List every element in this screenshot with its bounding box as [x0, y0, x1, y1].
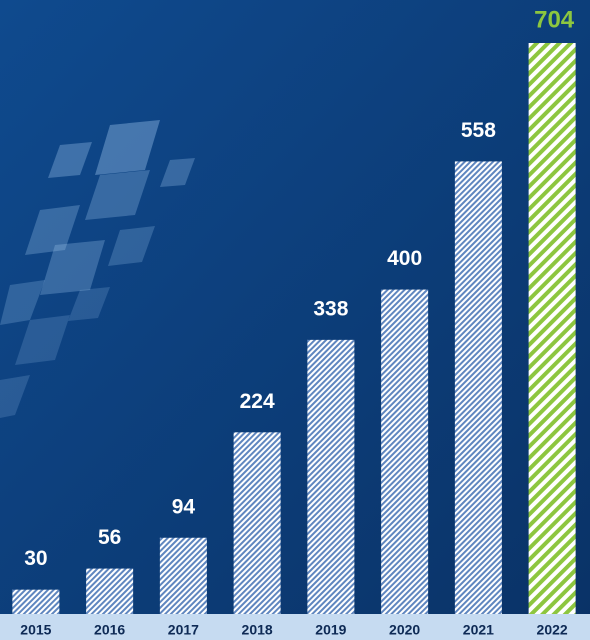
bar: [307, 339, 355, 614]
value-label: 400: [387, 247, 422, 270]
x-tick-label: 2020: [389, 622, 420, 638]
x-tick-label: 2015: [20, 622, 51, 638]
bar: [528, 43, 576, 614]
value-label: 704: [534, 6, 575, 33]
value-label: 94: [172, 495, 196, 518]
bar: [159, 537, 207, 614]
axis-strip: [0, 614, 590, 640]
x-tick-label: 2018: [242, 622, 273, 638]
value-label: 224: [240, 390, 275, 413]
x-tick-label: 2022: [537, 622, 568, 638]
value-label: 30: [24, 547, 47, 570]
bar: [86, 568, 134, 614]
bar: [233, 432, 281, 614]
decoration: [0, 120, 195, 418]
value-label: 56: [98, 526, 121, 549]
bar: [454, 161, 502, 615]
value-label: 558: [461, 119, 496, 142]
x-tick-label: 2016: [94, 622, 125, 638]
x-tick-label: 2017: [168, 622, 199, 638]
bar: [381, 289, 429, 614]
value-label: 338: [313, 297, 348, 320]
x-tick-label: 2019: [315, 622, 346, 638]
x-tick-label: 2021: [463, 622, 494, 638]
bar: [12, 589, 60, 614]
